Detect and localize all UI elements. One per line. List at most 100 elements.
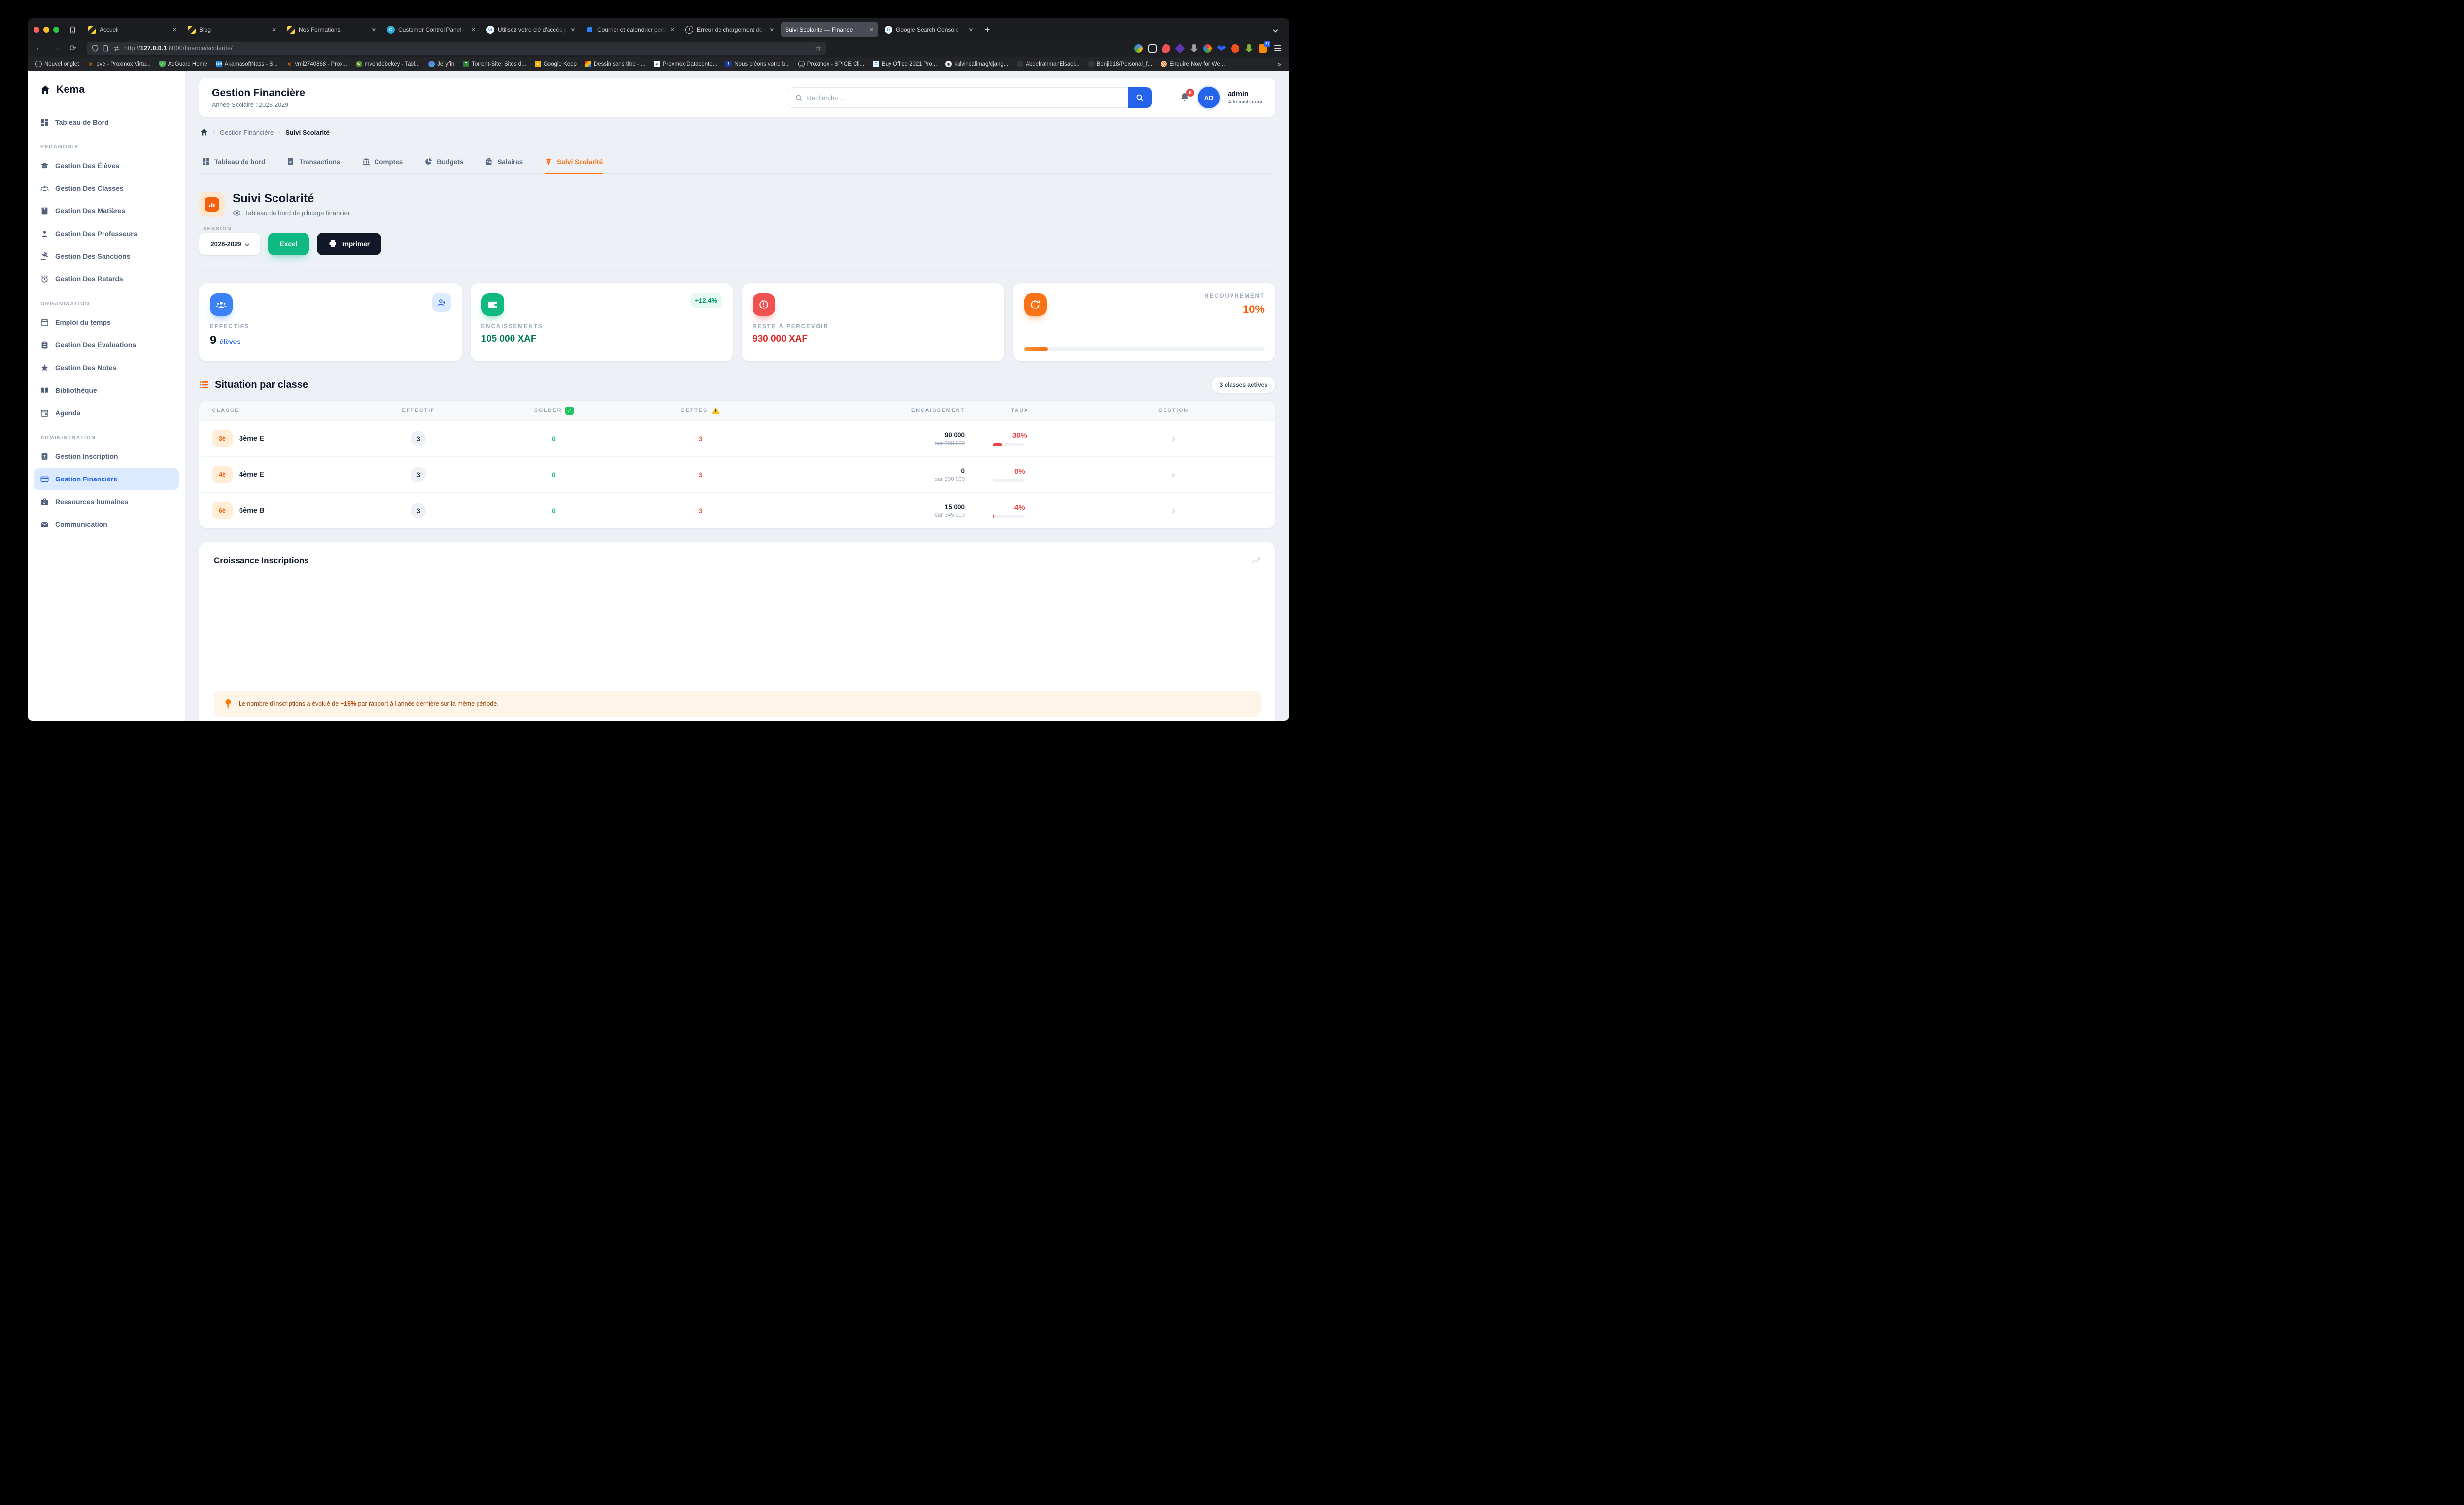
browser-tab-blog[interactable]: Blog ✕	[183, 22, 281, 37]
close-tab-icon[interactable]: ✕	[272, 27, 276, 33]
bookmark-item[interactable]: T Torrent-Site: Sites d...	[463, 61, 526, 67]
menu-hamburger-icon[interactable]	[1274, 45, 1281, 51]
notifications-button[interactable]: 6	[1179, 89, 1195, 103]
tab-comptes[interactable]: Comptes	[362, 158, 403, 173]
sidebar-item-gestion-des-professeurs[interactable]: Gestion Des Professeurs	[34, 223, 179, 244]
sidebar-item-tableau-de-bord[interactable]: Tableau de Bord	[34, 111, 179, 133]
browser-tab-search-console[interactable]: G Google Search Console ✕	[880, 22, 978, 37]
browser-tab-courrier[interactable]: Courrier et calendrier personnel ✕	[582, 22, 679, 37]
row-chevron-right-icon[interactable]: ›	[1171, 468, 1175, 481]
bookmark-item[interactable]: Jellyfin	[428, 61, 454, 67]
bookmark-item[interactable]: Dessin sans titre - ...	[584, 61, 646, 67]
tab-overview-icon[interactable]	[66, 23, 79, 36]
tab-tableau-de-bord[interactable]: Tableau de bord	[202, 158, 265, 173]
bookmark-item[interactable]: Enquire Now for We...	[1161, 61, 1225, 67]
adguard-drop-icon[interactable]	[1162, 44, 1170, 53]
search-field[interactable]	[788, 87, 1129, 108]
sidebar-item-bibliotheque[interactable]: Bibliothèque	[34, 379, 179, 401]
sidebar-item-gestion-des-eleves[interactable]: Gestion Des Élèves	[34, 155, 179, 176]
profile-avatar-icon[interactable]	[1134, 44, 1143, 53]
close-tab-icon[interactable]: ✕	[471, 27, 476, 33]
add-student-button[interactable]	[432, 293, 451, 312]
session-select[interactable]: 2028-2029	[199, 233, 260, 255]
shopping-extension-icon[interactable]: 21	[1259, 41, 1270, 53]
bookmark-item[interactable]: AbdelrahmanElsaei...	[1017, 61, 1080, 67]
tab-transactions[interactable]: Transactions	[287, 158, 341, 173]
sidebar-item-gestion-financiere[interactable]: Gestion Financière	[34, 468, 179, 490]
list-all-tabs-chevron-icon[interactable]	[1273, 25, 1284, 34]
close-tab-icon[interactable]: ✕	[670, 27, 675, 33]
green-download-icon[interactable]	[1245, 44, 1253, 53]
orange-mascot-icon[interactable]	[1231, 44, 1239, 53]
sidebar-item-ressources-humaines[interactable]: Ressources humaines	[34, 491, 179, 513]
close-window-button[interactable]	[34, 27, 39, 33]
tab-salaires[interactable]: Salaires	[485, 158, 523, 173]
pointer-extension-icon[interactable]	[1148, 44, 1157, 53]
tab-suivi-scolarite[interactable]: Suivi Scolarité	[545, 158, 603, 174]
page-info-icon[interactable]	[103, 45, 109, 52]
bookmark-item[interactable]: w mvondobekey - Tabl...	[355, 61, 420, 67]
avatar[interactable]: AD	[1198, 87, 1220, 108]
minimize-window-button[interactable]	[43, 27, 49, 33]
sidebar-item-communication[interactable]: Communication	[34, 513, 179, 535]
print-button[interactable]: Imprimer	[317, 233, 382, 255]
bookmark-item[interactable]: SSH AkamasoftNass - S...	[215, 61, 278, 67]
close-tab-icon[interactable]: ✕	[172, 27, 177, 33]
bookmark-item[interactable]: ▢ Proxmox - SPICE Cli...	[798, 61, 864, 67]
close-tab-icon[interactable]: ✕	[371, 27, 376, 33]
sidebar-item-gestion-des-evaluations[interactable]: Gestion Des Évaluations	[34, 334, 179, 356]
bookmark-item[interactable]: Benji918/Personal_f...	[1088, 61, 1152, 67]
home-icon[interactable]	[200, 128, 208, 136]
bookmark-star-icon[interactable]: ☆	[815, 44, 821, 52]
close-tab-icon[interactable]: ✕	[570, 27, 575, 33]
sidebar-item-agenda[interactable]: Agenda	[34, 402, 179, 424]
brand[interactable]: Kema	[28, 84, 185, 110]
table-row[interactable]: 4è 4ème E 3 0 3 0 sur 390 000 0% ›	[199, 456, 1275, 492]
sidebar-item-gestion-des-sanctions[interactable]: Gestion Des Sanctions	[34, 245, 179, 267]
reload-button[interactable]: ⟳	[69, 44, 76, 53]
bookmark-item[interactable]: ◉ kalvincalimag/djang...	[945, 61, 1008, 67]
browser-tab-erreur[interactable]: i Erreur de chargement de la pag ✕	[681, 22, 779, 37]
bookmark-item[interactable]: ● Google Keep	[534, 61, 577, 67]
purple-diamond-icon[interactable]	[1175, 43, 1185, 54]
forward-button[interactable]: →	[52, 44, 60, 52]
browser-tab-contabo[interactable]: C Customer Control Panel - Conta ✕	[382, 22, 480, 37]
blue-chevrons-icon[interactable]	[1217, 44, 1226, 51]
gray-download-icon[interactable]	[1190, 44, 1198, 53]
table-row[interactable]: 6è 6ème B 3 0 3 15 000 sur 345 000 4% ›	[199, 492, 1275, 528]
row-chevron-right-icon[interactable]: ›	[1171, 432, 1175, 445]
bookmarks-overflow-chevron[interactable]: »	[1277, 60, 1281, 68]
stylus-extension-icon[interactable]	[1203, 44, 1212, 53]
close-tab-icon[interactable]: ✕	[968, 27, 973, 33]
close-tab-icon[interactable]: ✕	[869, 27, 874, 33]
sidebar-item-gestion-des-retards[interactable]: Gestion Des Retards	[34, 268, 179, 290]
bookmark-item[interactable]: ✕ pve - Proxmox Virtu...	[88, 60, 151, 68]
back-button[interactable]: ←	[35, 44, 43, 52]
sidebar-item-gestion-inscription[interactable]: Gestion Inscription	[34, 445, 179, 467]
bookmark-item[interactable]: G Buy Office 2021 Pro...	[873, 61, 937, 67]
table-row[interactable]: 3è 3ème E 3 0 3 90 000 sur 300 000 30% ›	[199, 420, 1275, 456]
browser-tab-suivi-scolarite[interactable]: Suivi Scolarité — Finance ✕	[781, 22, 878, 37]
bookmark-item[interactable]: Nouvel onglet	[35, 61, 79, 67]
bookmark-item[interactable]: \ Nous créons votre b...	[725, 61, 790, 67]
close-tab-icon[interactable]: ✕	[769, 27, 774, 33]
search-input[interactable]	[807, 94, 1122, 102]
sidebar-item-gestion-des-matieres[interactable]: Gestion Des Matières	[34, 200, 179, 222]
search-button[interactable]	[1128, 87, 1152, 108]
breadcrumb-gestion-financiere[interactable]: Gestion Financière	[220, 128, 274, 136]
tab-budgets[interactable]: Budgets	[424, 158, 463, 173]
url-bar[interactable]: http://127.0.0.1:8000/finance/scolarite/…	[87, 42, 826, 55]
bookmark-item[interactable]: ◈ Proxmox Datacente...	[653, 61, 717, 67]
row-chevron-right-icon[interactable]: ›	[1171, 504, 1175, 517]
bookmark-item[interactable]: ✓ AdGuard Home	[159, 61, 207, 67]
bookmark-item[interactable]: ✕ vmi2740868 - Prox...	[287, 60, 347, 68]
excel-export-button[interactable]: Excel	[268, 233, 309, 255]
sidebar-item-emploi-du-temps[interactable]: Emploi du temps	[34, 311, 179, 333]
container-swap-icon[interactable]	[113, 45, 120, 52]
browser-tab-formations[interactable]: Nos Formations ✕	[283, 22, 380, 37]
sidebar-item-gestion-des-classes[interactable]: Gestion Des Classes	[34, 177, 179, 199]
sidebar-item-gestion-des-notes[interactable]: Gestion Des Notes	[34, 357, 179, 378]
browser-tab-cle-acces[interactable]: G Utilisez votre clé d'accès pour c ✕	[482, 22, 580, 37]
browser-tab-accueil[interactable]: Accueil ✕	[84, 22, 181, 37]
fullscreen-window-button[interactable]	[53, 27, 59, 33]
